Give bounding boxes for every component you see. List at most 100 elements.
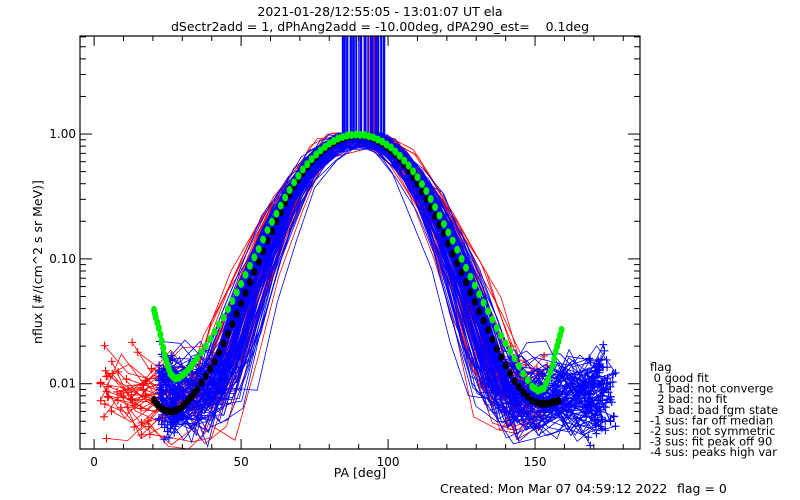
created-timestamp: Created: Mon Mar 07 04:59:12 2022 xyxy=(440,481,667,496)
plus-marker xyxy=(108,369,117,378)
plus-marker xyxy=(104,392,113,401)
fit-point xyxy=(467,272,474,281)
plus-marker xyxy=(584,433,593,442)
fit-point xyxy=(549,361,556,370)
fit-point xyxy=(233,309,240,318)
fit-point xyxy=(155,323,162,332)
plus-marker xyxy=(583,397,592,406)
plus-marker xyxy=(587,413,596,422)
fit-point xyxy=(396,151,403,160)
fit-point xyxy=(515,382,522,391)
fit-point xyxy=(202,342,209,351)
fit-point xyxy=(352,130,359,139)
spectrum-line xyxy=(161,140,590,408)
fit-point xyxy=(348,131,355,140)
flag-value: flag = 0 xyxy=(677,481,727,496)
fit-point xyxy=(216,320,222,329)
fit-point xyxy=(313,150,320,159)
fit-point xyxy=(449,249,456,258)
fit-point xyxy=(485,307,491,316)
fit-point xyxy=(388,143,394,152)
fit-point xyxy=(418,187,425,196)
fit-point xyxy=(427,195,434,203)
fit-point xyxy=(471,297,478,306)
plus-marker xyxy=(611,368,620,377)
fit-point xyxy=(242,270,249,279)
plus-marker xyxy=(154,367,163,376)
fit-point xyxy=(405,161,412,170)
plus-marker xyxy=(576,386,585,395)
plus-marker xyxy=(122,375,131,384)
plus-marker xyxy=(145,430,154,439)
x-tick-label: 0 xyxy=(90,455,98,469)
fit-point xyxy=(507,369,514,378)
fit-point xyxy=(286,186,293,194)
plus-marker xyxy=(597,424,606,433)
fit-point xyxy=(498,331,505,340)
fit-point xyxy=(343,131,350,140)
fit-point xyxy=(418,180,425,189)
plus-marker xyxy=(160,435,169,444)
fit-point xyxy=(489,315,496,324)
legend-entry: 2 bad: no fit xyxy=(650,392,728,406)
plus-marker xyxy=(101,366,110,375)
fit-point xyxy=(502,361,509,370)
fit-point xyxy=(260,235,267,244)
fit-point xyxy=(238,279,245,288)
x-tick-label: 150 xyxy=(524,455,547,469)
plus-marker xyxy=(133,348,142,357)
fit-point xyxy=(211,357,218,366)
plus-marker xyxy=(598,392,607,401)
fit-point xyxy=(321,142,328,151)
fit-point xyxy=(498,353,505,362)
fit-point xyxy=(427,203,434,212)
plus-marker xyxy=(606,378,615,387)
plus-marker xyxy=(171,388,180,397)
fit-point xyxy=(493,323,500,332)
fit-point xyxy=(485,325,491,334)
plus-marker xyxy=(137,430,146,439)
x-tick-label: 100 xyxy=(377,455,400,469)
fit-point xyxy=(480,316,487,325)
legend-entry: -1 sus: far off median xyxy=(650,413,773,427)
plus-marker xyxy=(586,356,595,365)
plus-marker xyxy=(156,393,165,402)
plus-marker xyxy=(137,418,146,427)
fit-point xyxy=(555,396,562,405)
plus-marker xyxy=(586,383,595,392)
plus-marker xyxy=(161,417,170,426)
fit-point xyxy=(202,372,209,381)
legend-entry: 1 bad: not converge xyxy=(650,382,773,396)
fit-point xyxy=(269,217,275,226)
legend-entry: -4 sus: peaks high var xyxy=(650,445,777,459)
plus-marker xyxy=(166,424,175,433)
fit-point xyxy=(220,339,227,348)
fit-point xyxy=(224,329,231,338)
series-spectra-flag-0 xyxy=(154,36,620,449)
fit-point xyxy=(520,388,527,397)
fit-point xyxy=(511,354,518,363)
fit-point xyxy=(255,245,262,253)
fit-point xyxy=(458,254,465,263)
plus-marker xyxy=(164,433,173,442)
plus-marker xyxy=(594,365,603,374)
fit-point xyxy=(216,348,222,357)
y-tick-label: 0.01 xyxy=(49,377,76,391)
plus-marker xyxy=(600,346,609,355)
plus-marker xyxy=(167,351,176,360)
plus-marker xyxy=(586,441,595,449)
fit-point xyxy=(295,171,302,180)
plus-marker xyxy=(599,340,608,349)
y-axis-label: nflux [#/(cm^2 s sr MeV)] xyxy=(30,180,45,344)
plus-marker xyxy=(592,402,601,411)
fit-point xyxy=(458,268,465,277)
plus-marker xyxy=(602,355,611,364)
plot-data-area xyxy=(96,36,620,449)
plus-marker xyxy=(593,416,602,425)
fit-point xyxy=(282,193,289,202)
fit-point xyxy=(224,305,231,314)
plus-marker xyxy=(100,341,109,350)
fit-point xyxy=(198,348,205,357)
fit-point xyxy=(515,362,522,370)
fit-point xyxy=(238,299,245,308)
